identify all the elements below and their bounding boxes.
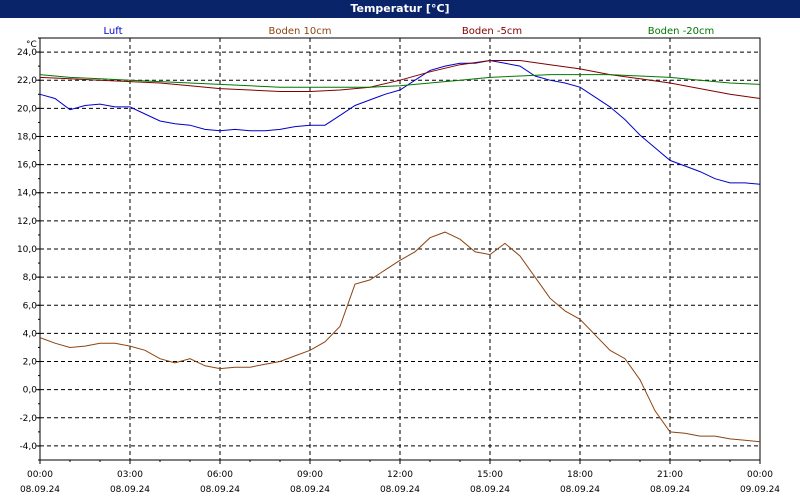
series-line-3 <box>39 74 761 88</box>
x-tick-time: 12:00 <box>387 470 413 480</box>
series-line-2 <box>39 60 761 99</box>
y-tick-label: -2,0 <box>19 414 37 424</box>
x-tick-time: 21:00 <box>657 470 683 480</box>
x-tick-date: 08.09.24 <box>380 485 420 495</box>
legend-entry: Luft <box>104 26 123 37</box>
series-line-1 <box>39 231 761 443</box>
x-tick-date: 08.09.24 <box>650 485 690 495</box>
x-tick-time: 15:00 <box>477 470 503 480</box>
y-tick-label: 8,0 <box>23 273 38 283</box>
y-tick-label: 0,0 <box>23 386 38 396</box>
x-tick-date: 08.09.24 <box>20 485 60 495</box>
y-tick-label: 10,0 <box>17 245 37 255</box>
y-tick-label: 24,0 <box>17 48 37 58</box>
y-tick-label: 2,0 <box>23 358 38 368</box>
x-tick-time: 00:00 <box>747 470 773 480</box>
tick-labels: 24,0 22,0 20,0 18,0 16,0 14,0 12,0 10,0 8,0 6,0 4,… <box>17 26 780 495</box>
y-tick-label: 22,0 <box>17 76 37 86</box>
legend-entry: Boden 10cm <box>269 26 332 37</box>
y-tick-label: 20,0 <box>17 104 37 114</box>
series-line-0 <box>39 59 761 185</box>
x-tick-time: 03:00 <box>117 470 143 480</box>
x-tick-time: 00:00 <box>27 470 53 480</box>
y-axis-unit: °C <box>26 40 37 50</box>
x-tick-date: 08.09.24 <box>560 485 600 495</box>
x-tick-date: 08.09.24 <box>470 485 510 495</box>
x-tick-time: 18:00 <box>567 470 593 480</box>
legend-entry: Boden -5cm <box>462 26 522 37</box>
x-tick-time: 09:00 <box>297 470 323 480</box>
grid <box>40 38 760 460</box>
series-lines <box>39 59 761 443</box>
y-tick-label: 12,0 <box>17 217 37 227</box>
y-tick-label: -4,0 <box>19 442 37 452</box>
x-tick-date: 08.09.24 <box>110 485 150 495</box>
x-tick-date: 08.09.24 <box>290 485 330 495</box>
x-tick-date: 09.09.24 <box>740 485 780 495</box>
legend-entry: Boden -20cm <box>648 26 715 37</box>
x-tick-date: 08.09.24 <box>200 485 240 495</box>
y-tick-label: 18,0 <box>17 132 37 142</box>
y-tick-label: 4,0 <box>23 329 38 339</box>
y-tick-label: 14,0 <box>17 189 37 199</box>
y-tick-label: 16,0 <box>17 161 37 171</box>
chart-title: Temperatur [°C] <box>0 0 800 18</box>
y-tick-label: 6,0 <box>23 301 38 311</box>
x-tick-time: 06:00 <box>207 470 233 480</box>
axes <box>36 37 761 464</box>
plot-area-border <box>39 37 761 461</box>
